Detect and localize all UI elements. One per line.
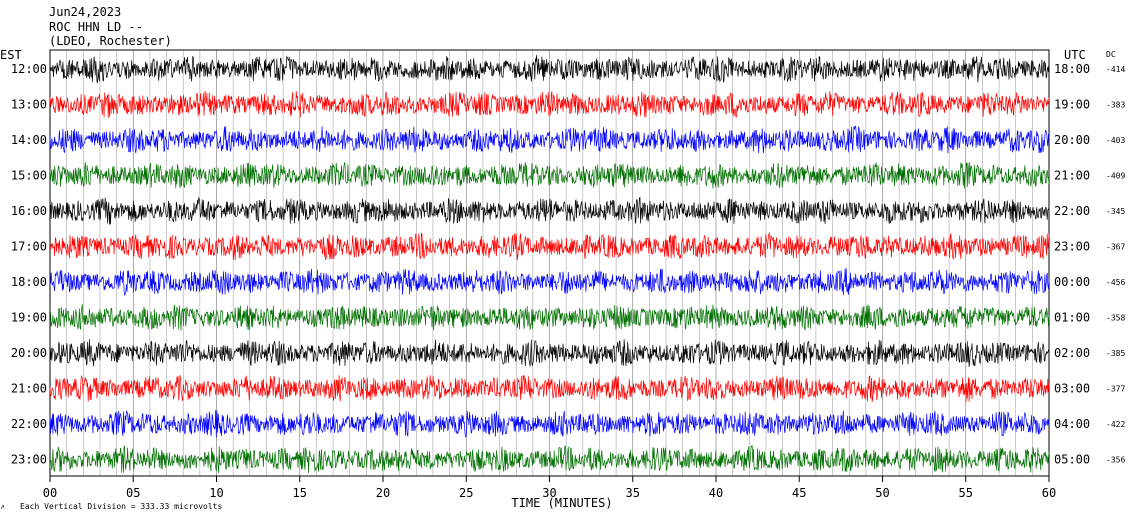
est-label: 23:00 <box>11 453 47 467</box>
utc-label: 04:00 <box>1054 417 1090 431</box>
est-label: 18:00 <box>11 275 47 289</box>
utc-label: 23:00 <box>1054 240 1090 254</box>
seismic-trace <box>49 231 1050 260</box>
x-tick-label: 40 <box>709 486 723 500</box>
scale-note: Each Vertical Division = 333.33 microvol… <box>20 502 222 511</box>
dc-value: -383 <box>1106 101 1125 110</box>
est-label: 17:00 <box>11 240 47 254</box>
dc-value: -385 <box>1106 349 1125 358</box>
x-tick-label: 20 <box>376 486 390 500</box>
seismic-trace <box>49 445 1050 474</box>
utc-label: 05:00 <box>1054 453 1090 467</box>
dc-value: -456 <box>1106 278 1125 287</box>
seismic-trace <box>49 55 1050 84</box>
utc-label: 19:00 <box>1054 98 1090 112</box>
x-tick-label: 15 <box>293 486 307 500</box>
est-label: 19:00 <box>11 311 47 325</box>
dc-value: -345 <box>1106 207 1125 216</box>
est-label: 21:00 <box>11 382 47 396</box>
utc-label: 21:00 <box>1054 169 1090 183</box>
utc-label: 20:00 <box>1054 133 1090 147</box>
x-tick-label: 00 <box>43 486 57 500</box>
seismic-trace <box>49 196 1050 225</box>
x-axis-label: TIME (MINUTES) <box>511 496 612 510</box>
utc-label: 03:00 <box>1054 382 1090 396</box>
est-label: 14:00 <box>11 133 47 147</box>
traces <box>49 55 1050 474</box>
est-label: 16:00 <box>11 204 47 218</box>
dc-value: -358 <box>1106 314 1125 323</box>
x-tick-label: 10 <box>209 486 223 500</box>
dc-value: -367 <box>1106 243 1125 252</box>
utc-label: 18:00 <box>1054 62 1090 76</box>
seismic-trace <box>49 125 1050 154</box>
est-label: 15:00 <box>11 169 47 183</box>
est-label: 20:00 <box>11 346 47 360</box>
header-station: ROC HHN LD -- <box>49 20 143 34</box>
utc-label: 00:00 <box>1054 275 1090 289</box>
dc-value: -377 <box>1106 385 1125 394</box>
seismic-trace <box>49 161 1050 189</box>
dc-value: -409 <box>1106 172 1125 181</box>
left-axis-label: EST <box>0 48 22 62</box>
utc-label: 02:00 <box>1054 346 1090 360</box>
dc-value: -422 <box>1106 420 1125 429</box>
dc-value: -403 <box>1106 136 1125 145</box>
x-tick-label: 30 <box>542 486 556 500</box>
utc-labels: 18:00 19:00 20:00 21:00 22:00 23:00 00:00 01:00… <box>1054 62 1090 467</box>
x-tick-label: 35 <box>626 486 640 500</box>
x-axis-ticks: 00 05 10 15 20 25 30 35 40 45 50 55 60 <box>43 476 1056 500</box>
scale-note-marker: ↗ <box>0 502 5 511</box>
dc-values: -414 -383 -403 -409 -345 -367 -456 -358 -385 -377… <box>1106 65 1125 465</box>
dc-value: -414 <box>1106 65 1125 74</box>
utc-label: 01:00 <box>1054 311 1090 325</box>
est-label: 12:00 <box>11 62 47 76</box>
x-tick-label: 55 <box>959 486 973 500</box>
right-axis-label: UTC <box>1064 48 1086 62</box>
seismic-trace <box>49 304 1050 331</box>
x-tick-label: 50 <box>875 486 889 500</box>
x-tick-label: 60 <box>1042 486 1056 500</box>
seismic-trace <box>49 90 1050 119</box>
utc-label: 22:00 <box>1054 204 1090 218</box>
est-label: 13:00 <box>11 98 47 112</box>
dc-label: DC <box>1106 50 1116 59</box>
x-tick-label: 05 <box>126 486 140 500</box>
est-labels: 12:00 13:00 14:00 15:00 16:00 17:00 18:00 19:00… <box>11 62 47 467</box>
x-tick-label: 45 <box>792 486 806 500</box>
dc-value: -356 <box>1106 456 1125 465</box>
seismic-trace <box>49 409 1050 438</box>
seismic-trace <box>49 374 1050 403</box>
grid-lines <box>66 50 1033 476</box>
header-date: Jun24,2023 <box>49 5 121 19</box>
est-label: 22:00 <box>11 417 47 431</box>
header-network: (LDEO, Rochester) <box>49 34 172 48</box>
seismic-trace <box>49 339 1050 367</box>
x-tick-label: 25 <box>459 486 473 500</box>
seismic-trace <box>49 268 1050 296</box>
